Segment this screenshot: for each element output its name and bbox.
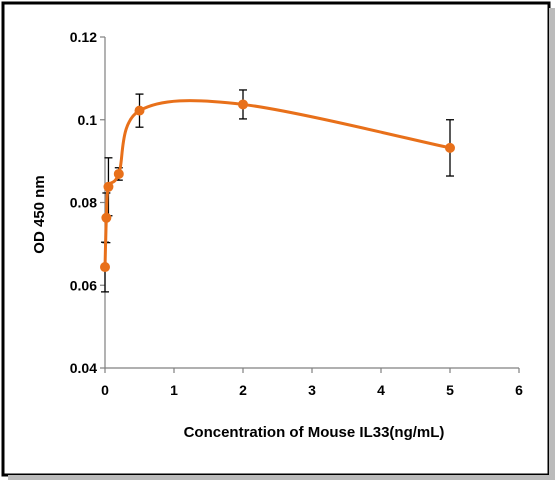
tick-labels: 0.04 0.06 0.08 0.1 0.12 0 1 2 3 4 5 6	[70, 29, 523, 398]
y-axis-title: OD 450 nm	[31, 175, 48, 253]
y-tick-label: 0.1	[78, 112, 98, 128]
error-bars	[101, 89, 454, 293]
y-tick-label: 0.04	[70, 360, 97, 376]
data-point	[103, 181, 114, 192]
data-markers	[100, 99, 455, 273]
y-tick-label: 0.06	[70, 277, 97, 293]
x-axis-title: Concentration of Mouse IL33(ng/mL)	[184, 424, 445, 441]
x-tick-label: 5	[446, 382, 454, 398]
x-tick-label: 2	[239, 382, 247, 398]
data-point	[100, 262, 110, 273]
data-point	[445, 142, 455, 153]
y-tick-label: 0.08	[70, 195, 97, 211]
x-tick-label: 1	[170, 382, 178, 398]
x-tick-label: 6	[515, 382, 523, 398]
series-lines	[103, 99, 451, 268]
data-point	[238, 99, 248, 110]
series-line	[103, 99, 451, 268]
data-point	[134, 105, 145, 116]
x-tick-label: 0	[101, 382, 109, 398]
chart-axes	[100, 36, 520, 373]
y-tick-label: 0.12	[70, 29, 97, 45]
x-tick-label: 4	[377, 382, 385, 398]
data-point	[101, 212, 112, 223]
data-point	[113, 168, 124, 179]
x-tick-label: 3	[308, 382, 316, 398]
